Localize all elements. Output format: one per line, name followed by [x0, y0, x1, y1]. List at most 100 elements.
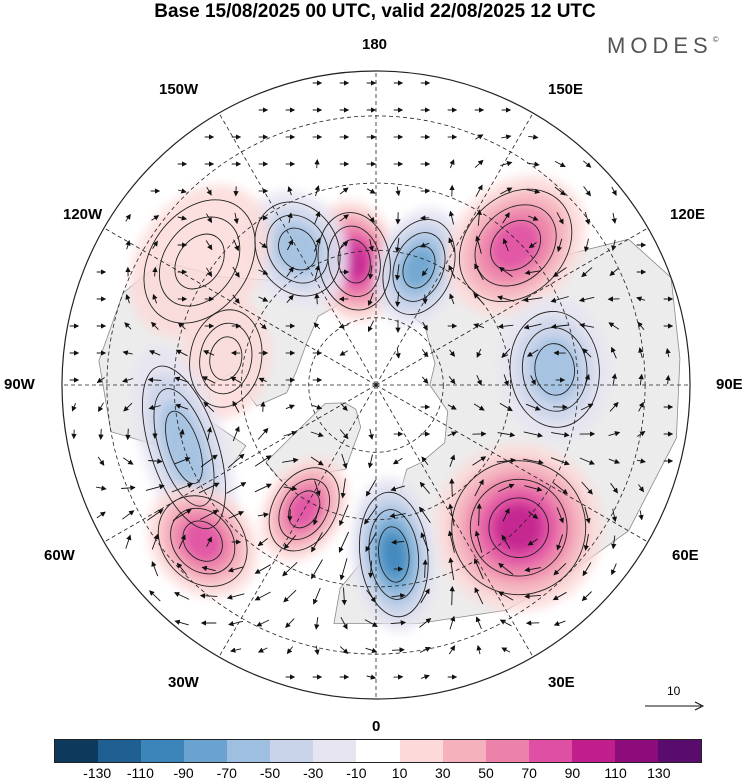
wind-vector [499, 402, 513, 412]
wind-vector [474, 479, 484, 497]
wind-vector [638, 347, 644, 359]
wind-vector [366, 589, 376, 603]
colorbar-segment [270, 740, 314, 762]
label-180: 180 [362, 36, 388, 53]
wind-vector [584, 211, 591, 225]
wind-vector [499, 619, 512, 627]
wind-vector [554, 186, 566, 196]
wind-vector [476, 209, 482, 226]
wind-vector [551, 432, 570, 438]
wind-vector [448, 645, 456, 655]
wind-vector [367, 292, 374, 307]
map-title: Base 15/08/2025 00 UTC, valid 22/08/2025… [154, 1, 596, 22]
colorbar [54, 739, 702, 763]
height-contour [170, 507, 236, 575]
wind-vector [420, 588, 430, 604]
wind-vector [177, 215, 188, 221]
colorbar-segment [227, 740, 271, 762]
wind-vector [476, 375, 482, 386]
wind-vector [419, 242, 430, 248]
wind-vector [501, 534, 511, 549]
wind-vector [203, 401, 215, 413]
height-contour [402, 245, 436, 289]
wind-vector [177, 188, 187, 194]
wind-vector [258, 269, 269, 275]
wind-vector [497, 295, 515, 302]
wind-vector [448, 376, 456, 385]
wind-vector [125, 428, 131, 441]
wind-vector [581, 591, 592, 602]
wind-vector [474, 587, 484, 605]
copyright-mark: © [712, 35, 719, 44]
wind-vector [552, 591, 567, 601]
meridian-line [103, 384, 377, 543]
wind-vector [447, 431, 458, 437]
wind-vector [232, 294, 240, 304]
wind-vector [611, 212, 617, 224]
wind-vector [125, 293, 131, 304]
wind-vector [497, 323, 514, 329]
wind-vector [125, 240, 131, 250]
wind-vector [526, 188, 541, 195]
wind-vector [206, 186, 212, 196]
wind-vector [314, 185, 320, 197]
wind-vector [473, 323, 485, 329]
wind-vector [203, 350, 215, 356]
wind-vector [421, 376, 429, 384]
anomaly-shade [494, 503, 543, 552]
height-contour [158, 216, 241, 307]
wind-vector [175, 403, 189, 410]
wind-vector [259, 241, 268, 249]
wind-vector [365, 647, 378, 653]
colorbar-segment [141, 740, 185, 762]
wind-vector [501, 134, 512, 140]
wind-vector [449, 454, 456, 467]
wind-vector [339, 558, 348, 581]
wind-vector [206, 267, 213, 277]
wind-vector [610, 482, 619, 494]
wind-vector [311, 559, 323, 580]
anomaly-shade [381, 532, 407, 577]
wind-vector [608, 431, 621, 437]
wind-vector [476, 644, 482, 655]
wind-vector [554, 161, 566, 168]
wind-vector [528, 215, 539, 221]
wind-vector [526, 349, 539, 357]
wind-vector [201, 376, 216, 384]
wind-vector [151, 561, 159, 577]
height-contour [189, 309, 263, 408]
label-0: 0 [372, 718, 381, 735]
wind-vector [502, 212, 510, 224]
label-150e: 150E [548, 81, 584, 98]
colorbar-tick-label: -30 [303, 765, 324, 781]
wind-vector [420, 674, 430, 680]
wind-vector [123, 402, 133, 412]
anomaly-shade [529, 337, 580, 402]
wind-vector [258, 377, 267, 383]
wind-vector [581, 481, 593, 495]
wind-vector [312, 505, 321, 526]
wind-vector [475, 616, 482, 629]
meridian-line [375, 384, 534, 658]
wind-vector [310, 431, 324, 438]
colorbar-segment [614, 740, 658, 762]
wind-vector [282, 561, 298, 577]
wind-vector [313, 322, 321, 330]
colorbar-segment [528, 740, 572, 762]
colorbar-segment [313, 740, 357, 762]
colorbar-segment [571, 740, 615, 762]
height-contour [143, 199, 256, 324]
meridian-line [218, 384, 377, 658]
height-contour [382, 218, 456, 316]
colorbar-tick-label: 30 [435, 765, 451, 781]
meridian-line [103, 227, 377, 386]
wind-vector [257, 512, 269, 518]
wind-vector [449, 293, 455, 305]
wind-vector [152, 293, 158, 304]
wind-vector [98, 402, 104, 413]
wind-vector [500, 161, 513, 167]
wind-vector-layer [69, 80, 674, 680]
wind-vector [339, 429, 349, 440]
colorbar-tick-label: -10 [346, 765, 367, 781]
wind-vector [314, 159, 320, 169]
